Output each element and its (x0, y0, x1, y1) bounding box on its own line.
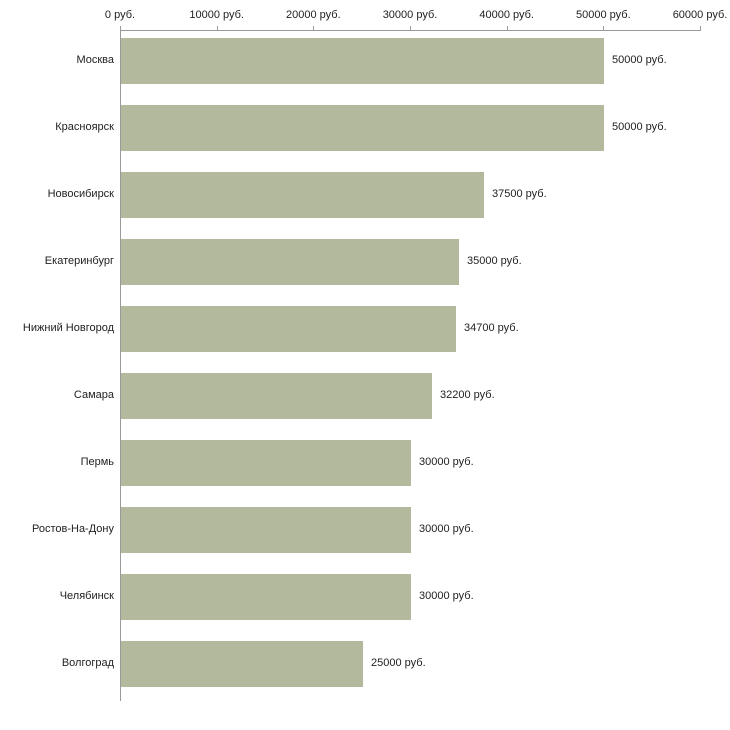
x-tick-mark (506, 26, 508, 30)
category-label: Ростов-На-Дону (31, 523, 114, 535)
value-label: 50000 руб. (612, 121, 667, 133)
category-label: Челябинск (59, 590, 114, 602)
x-tick-mark (700, 26, 701, 30)
category-label: Красноярск (55, 121, 114, 133)
x-tick-label: 30000 руб. (382, 9, 438, 21)
category-label: Пермь (80, 456, 114, 468)
x-tick-label: 60000 руб. (672, 9, 728, 21)
value-label: 30000 руб. (419, 523, 474, 535)
bar (121, 507, 411, 553)
value-label: 35000 руб. (467, 255, 522, 267)
y-axis-line (120, 30, 121, 701)
bar (121, 574, 411, 620)
bar (121, 641, 363, 687)
bar (121, 38, 604, 84)
x-tick-label: 50000 руб. (576, 9, 631, 21)
value-label: 30000 руб. (419, 456, 474, 468)
value-label: 30000 руб. (419, 590, 474, 602)
category-label: Волгоград (61, 657, 114, 669)
x-tick-mark (120, 26, 121, 30)
bar (121, 440, 411, 486)
category-label: Новосибирск (47, 188, 114, 200)
bar (121, 105, 604, 151)
x-tick-mark (313, 26, 315, 30)
category-label: Москва (76, 54, 114, 66)
x-tick-mark (216, 26, 218, 30)
value-label: 37500 руб. (492, 188, 547, 200)
bar (121, 373, 432, 419)
category-label: Екатеринбург (44, 255, 114, 267)
x-tick-label: 10000 руб. (189, 9, 244, 21)
value-label: 25000 руб. (371, 657, 426, 669)
value-label: 50000 руб. (612, 54, 667, 66)
value-label: 34700 руб. (464, 322, 519, 334)
bar (121, 306, 456, 352)
bar (121, 239, 459, 285)
x-tick-mark (410, 26, 411, 30)
category-label: Самара (73, 389, 114, 401)
x-tick-label: 0 руб. (104, 9, 136, 21)
category-label: Нижний Новгород (22, 322, 114, 334)
x-tick-mark (603, 26, 605, 30)
x-tick-label: 20000 руб. (286, 9, 341, 21)
x-tick-label: 40000 руб. (479, 9, 534, 21)
x-axis-line (120, 30, 701, 31)
value-label: 32200 руб. (440, 389, 495, 401)
bar (121, 172, 484, 218)
